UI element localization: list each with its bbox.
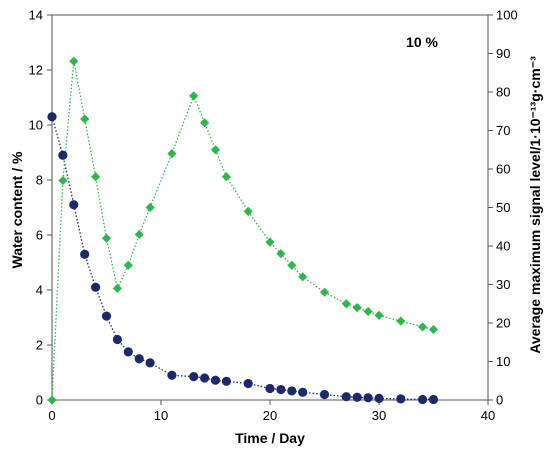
left-y-tick-label: 10 xyxy=(29,118,43,133)
water-content-point xyxy=(243,378,253,389)
water-content-point xyxy=(134,354,144,364)
signal-level-point xyxy=(243,206,253,216)
signal-level-point xyxy=(91,172,101,182)
x-axis-title: Time / Day xyxy=(235,430,305,446)
signal-level-point xyxy=(145,202,155,213)
x-tick-label: 10 xyxy=(154,408,168,423)
water-content-point xyxy=(200,373,210,383)
water-content-point xyxy=(123,347,133,357)
signal-level-point xyxy=(319,287,330,297)
left-y-tick-label: 6 xyxy=(36,228,43,243)
water-content-point xyxy=(341,392,351,402)
water-content-point xyxy=(396,394,406,404)
x-tick-label: 20 xyxy=(263,408,277,423)
signal-level-point xyxy=(47,395,57,405)
signal-level-point xyxy=(363,306,373,317)
signal-level-point xyxy=(189,91,199,101)
right-y-tick-label: 10 xyxy=(496,354,510,369)
water-content-point xyxy=(276,384,286,395)
series-line-left xyxy=(51,116,434,401)
right-y-axis-title: Average maximum signal level/1·10⁻¹³g·cm… xyxy=(527,56,543,354)
signal-level-point xyxy=(112,283,122,293)
water-content-point xyxy=(265,383,275,394)
water-content-point xyxy=(210,375,221,385)
signal-level-point xyxy=(418,322,428,332)
signal-level-point xyxy=(428,324,439,335)
signal-level-point xyxy=(221,172,231,182)
series-lines xyxy=(51,61,434,401)
right-y-tick-label: 50 xyxy=(496,200,510,215)
water-content-point xyxy=(363,393,373,403)
signal-level-point xyxy=(287,260,297,270)
right-y-tick-label: 90 xyxy=(496,46,510,61)
right-y-tick-label: 70 xyxy=(496,123,510,138)
water-content-point xyxy=(101,311,112,321)
left-y-tick-label: 0 xyxy=(36,393,43,408)
water-content-point xyxy=(47,112,57,122)
left-y-tick-label: 12 xyxy=(29,63,43,78)
x-tick-label: 0 xyxy=(48,408,55,423)
right-y-tick-label: 80 xyxy=(496,85,510,100)
right-y-tick-label: 30 xyxy=(496,277,510,292)
x-axis-ticks: 0 10 20 30 40 xyxy=(48,400,495,423)
signal-level-point xyxy=(134,229,144,240)
signal-level-point xyxy=(298,272,308,282)
signal-level-point xyxy=(167,149,177,159)
signal-level-point xyxy=(101,233,112,243)
water-content-point xyxy=(112,334,122,345)
signal-level-point xyxy=(396,316,406,326)
series-line-right xyxy=(51,61,434,401)
left-y-tick-label: 2 xyxy=(36,338,43,353)
water-content-point xyxy=(287,386,297,396)
left-y-axis-ticks: 0 2 4 6 8 10 12 14 xyxy=(29,8,52,408)
water-content-point xyxy=(319,389,330,400)
water-content-point xyxy=(167,370,177,380)
signal-level-point xyxy=(80,114,90,124)
water-content-point xyxy=(298,387,308,397)
left-y-tick-label: 4 xyxy=(36,283,43,298)
right-y-tick-label: 60 xyxy=(496,162,510,177)
water-content-point xyxy=(58,150,68,160)
signal-level-point xyxy=(58,175,68,186)
x-tick-label: 40 xyxy=(481,408,495,423)
signal-level-point xyxy=(352,303,362,313)
signal-level-point xyxy=(374,310,384,320)
x-tick-label: 30 xyxy=(372,408,386,423)
water-content-point xyxy=(145,358,155,368)
water-content-point xyxy=(80,249,90,259)
chart-annotation: 10 % xyxy=(406,34,438,50)
water-content-point xyxy=(69,200,79,210)
signal-level-point xyxy=(200,118,210,128)
left-y-tick-label: 14 xyxy=(29,8,43,23)
water-content-point xyxy=(91,282,101,292)
water-content-point xyxy=(374,393,384,403)
signal-level-point xyxy=(341,299,351,309)
signal-level-point xyxy=(210,145,221,155)
right-y-tick-label: 100 xyxy=(496,8,518,23)
water-content-point xyxy=(189,372,199,382)
left-y-tick-label: 8 xyxy=(36,173,43,188)
series-markers xyxy=(47,56,439,405)
water-content-point xyxy=(352,392,362,402)
signal-level-point xyxy=(265,237,275,247)
water-content-point xyxy=(428,394,439,405)
left-y-axis-title: Water content / % xyxy=(9,151,25,268)
water-content-point xyxy=(418,394,428,405)
right-y-tick-label: 40 xyxy=(496,239,510,254)
water-content-point xyxy=(221,376,231,386)
signal-level-point xyxy=(123,260,133,270)
right-y-axis-ticks: 0 10 20 30 40 50 60 70 80 90 100 xyxy=(488,8,518,408)
right-y-tick-label: 0 xyxy=(496,393,503,408)
signal-level-point xyxy=(69,56,79,66)
right-y-tick-label: 20 xyxy=(496,316,510,331)
signal-level-point xyxy=(276,249,286,259)
